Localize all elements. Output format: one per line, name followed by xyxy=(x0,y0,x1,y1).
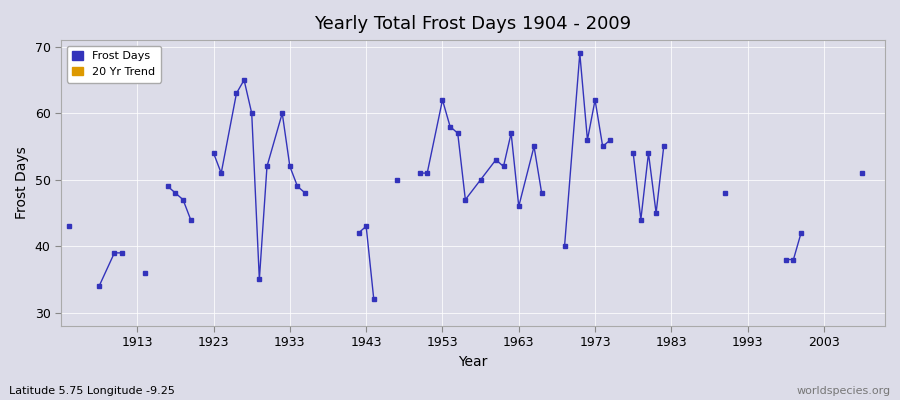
Text: worldspecies.org: worldspecies.org xyxy=(796,386,891,396)
Y-axis label: Frost Days: Frost Days xyxy=(15,147,29,220)
Text: Latitude 5.75 Longitude -9.25: Latitude 5.75 Longitude -9.25 xyxy=(9,386,175,396)
X-axis label: Year: Year xyxy=(458,355,488,369)
Legend: Frost Days, 20 Yr Trend: Frost Days, 20 Yr Trend xyxy=(67,46,161,82)
Title: Yearly Total Frost Days 1904 - 2009: Yearly Total Frost Days 1904 - 2009 xyxy=(314,15,632,33)
